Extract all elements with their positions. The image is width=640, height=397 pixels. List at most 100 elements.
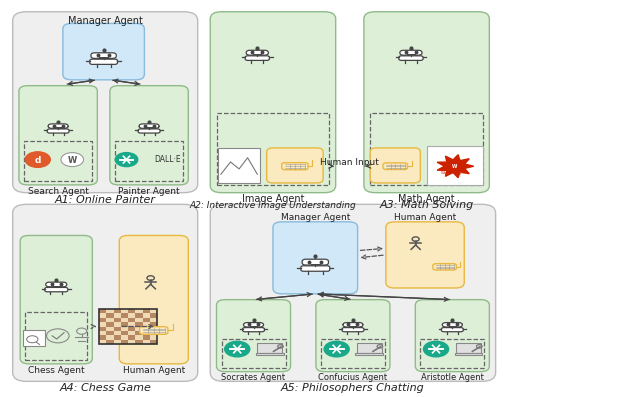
Text: Chess Agent: Chess Agent [28,366,84,375]
Bar [135,331,143,335]
Bar [114,313,121,318]
Bar [99,308,157,344]
FancyBboxPatch shape [273,222,358,294]
Bar [115,141,183,181]
Bar [356,343,381,353]
Text: d: d [35,156,41,165]
Circle shape [115,152,138,167]
FancyBboxPatch shape [63,23,145,80]
FancyBboxPatch shape [13,12,198,193]
Bar [355,353,383,355]
Text: Manager Agent: Manager Agent [280,213,350,222]
Bar [150,340,157,344]
Bar [99,318,106,322]
Bar [25,312,87,360]
Bar [106,313,114,318]
Bar [150,308,157,313]
Bar [128,313,135,318]
FancyBboxPatch shape [13,204,198,382]
Circle shape [61,152,84,167]
Bar [143,335,150,340]
FancyBboxPatch shape [90,59,118,64]
Bar [106,318,114,322]
Bar [143,318,150,322]
Bar [150,313,157,318]
Bar [150,331,157,335]
FancyBboxPatch shape [211,204,495,382]
Text: WolframAlpha: WolframAlpha [441,171,468,175]
Circle shape [424,341,449,357]
FancyBboxPatch shape [364,12,490,193]
FancyBboxPatch shape [433,264,456,270]
FancyBboxPatch shape [442,323,462,327]
Bar [420,339,484,368]
Bar [143,331,150,335]
Text: W: W [68,156,77,165]
FancyBboxPatch shape [47,129,69,133]
Text: Confucius Agent: Confucius Agent [318,373,387,382]
FancyBboxPatch shape [342,328,364,332]
Bar [121,318,128,322]
Text: Aristotle Agent: Aristotle Agent [421,373,484,382]
FancyBboxPatch shape [400,50,422,55]
Bar [114,322,121,326]
FancyBboxPatch shape [45,287,68,292]
Bar [22,330,45,345]
Circle shape [225,341,250,357]
Text: Human Agent: Human Agent [123,366,185,375]
Bar [128,340,135,344]
Bar [99,331,106,335]
Text: A1: Online Painter: A1: Online Painter [54,195,156,205]
Text: W: W [452,164,458,169]
Bar [128,308,135,313]
Bar [150,326,157,331]
Bar [427,146,483,185]
Bar [321,339,385,368]
Bar [114,331,121,335]
FancyBboxPatch shape [138,129,160,133]
Bar [99,308,106,313]
Bar [128,322,135,326]
Bar [121,326,128,331]
Bar [99,313,106,318]
Polygon shape [437,155,474,178]
Bar [256,353,284,355]
Bar [106,308,114,313]
Bar [99,326,106,331]
FancyBboxPatch shape [301,266,330,271]
Bar [121,322,128,326]
Bar [121,313,128,318]
Bar [128,318,135,322]
Bar [114,318,121,322]
Text: Math Agent: Math Agent [398,194,455,204]
Bar [257,343,282,353]
FancyBboxPatch shape [243,328,264,332]
Bar [106,340,114,344]
Text: Manager Agent: Manager Agent [68,17,143,27]
Bar [128,326,135,331]
Bar [370,112,483,185]
FancyBboxPatch shape [20,235,92,364]
FancyBboxPatch shape [216,300,291,372]
Bar [135,318,143,322]
Bar [455,353,483,355]
Bar [106,326,114,331]
Bar [135,313,143,318]
Bar [121,308,128,313]
Text: Socrates Agent: Socrates Agent [221,373,285,382]
FancyBboxPatch shape [267,148,323,183]
FancyBboxPatch shape [282,163,308,170]
Circle shape [25,152,51,168]
Bar [135,308,143,313]
Bar [114,335,121,340]
Bar [143,326,150,331]
Bar [143,340,150,344]
Bar [99,335,106,340]
Bar [135,335,143,340]
FancyBboxPatch shape [19,86,97,185]
FancyBboxPatch shape [48,124,68,128]
FancyBboxPatch shape [45,282,67,287]
Bar [150,335,157,340]
FancyBboxPatch shape [243,323,264,327]
Bar [218,148,260,183]
